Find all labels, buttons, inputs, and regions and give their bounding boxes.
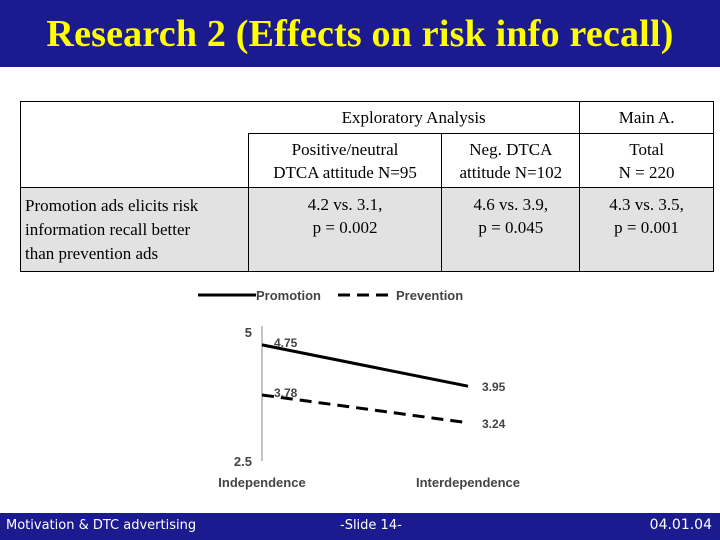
result-negative-line2: p = 0.045: [478, 218, 544, 237]
result-cell-total: 4.3 vs. 3.5, p = 0.001: [579, 187, 714, 272]
result-positive-line2: p = 0.002: [312, 218, 378, 237]
data-label-promotion-0: 4.75: [274, 336, 298, 350]
row-label-line3: than prevention ads: [25, 243, 159, 263]
y-tick-label-1: 2.5: [234, 454, 252, 469]
data-label-prevention-0: 3.78: [274, 386, 298, 400]
col-header-positive-line1: Positive/neutral: [291, 139, 399, 159]
col-header-total-line1: Total: [629, 139, 664, 159]
main-analysis-header: Main A.: [579, 101, 714, 134]
row-label-line1: Promotion ads elicits risk: [25, 195, 199, 215]
col-header-negative: Neg. DTCA attitude N=102: [441, 133, 581, 188]
col-header-negative-line1: Neg. DTCA: [469, 139, 553, 159]
col-header-total: Total N = 220: [579, 133, 714, 188]
result-total-line1: 4.3 vs. 3.5,: [609, 195, 684, 214]
result-positive-line1: 4.2 vs. 3.1,: [307, 195, 383, 214]
col-header-total-line2: N = 220: [618, 162, 675, 182]
result-negative-line1: 4.6 vs. 3.9,: [473, 195, 549, 214]
x-category-label-1: Interdependence: [416, 475, 520, 490]
footer-course: Motivation & DTC advertising: [6, 518, 197, 533]
result-total-line2: p = 0.001: [614, 218, 680, 237]
legend-label-promotion: Promotion: [256, 288, 321, 303]
x-category-label-0: Independence: [218, 475, 305, 490]
legend-label-prevention: Prevention: [396, 288, 463, 303]
table-corner-cell-lower: [20, 133, 249, 188]
chart-svg: Promotion Prevention 5 2.5 Independence Inter…: [198, 288, 520, 490]
footer-date: 04.01.04: [649, 517, 712, 533]
interaction-chart: Promotion Prevention 5 2.5 Independence Inter…: [190, 280, 530, 495]
col-header-negative-line2: attitude N=102: [459, 162, 563, 182]
result-cell-negative: 4.6 vs. 3.9, p = 0.045: [441, 187, 581, 272]
footer-slide-number: -Slide 14-: [340, 518, 402, 533]
y-tick-label-0: 5: [245, 325, 252, 340]
row-label: Promotion ads elicits risk information r…: [20, 187, 249, 272]
results-table: Exploratory Analysis Main A. Positive/ne…: [20, 101, 714, 272]
series-line-promotion: [261, 343, 469, 388]
slide-title: Research 2 (Effects on risk info recall): [0, 0, 720, 67]
table-corner-cell: [20, 101, 249, 134]
data-label-promotion-1: 3.95: [482, 380, 506, 394]
footer-bar: Motivation & DTC advertising -Slide 14- …: [0, 513, 720, 540]
series-line-prevention: [261, 393, 469, 425]
col-header-positive: Positive/neutral DTCA attitude N=95: [247, 133, 443, 188]
exploratory-analysis-header: Exploratory Analysis: [248, 101, 581, 134]
result-cell-positive: 4.2 vs. 3.1, p = 0.002: [247, 187, 443, 272]
col-header-positive-line2: DTCA attitude N=95: [273, 162, 417, 182]
data-label-prevention-1: 3.24: [482, 417, 506, 431]
row-label-line2: information recall better: [25, 219, 191, 239]
